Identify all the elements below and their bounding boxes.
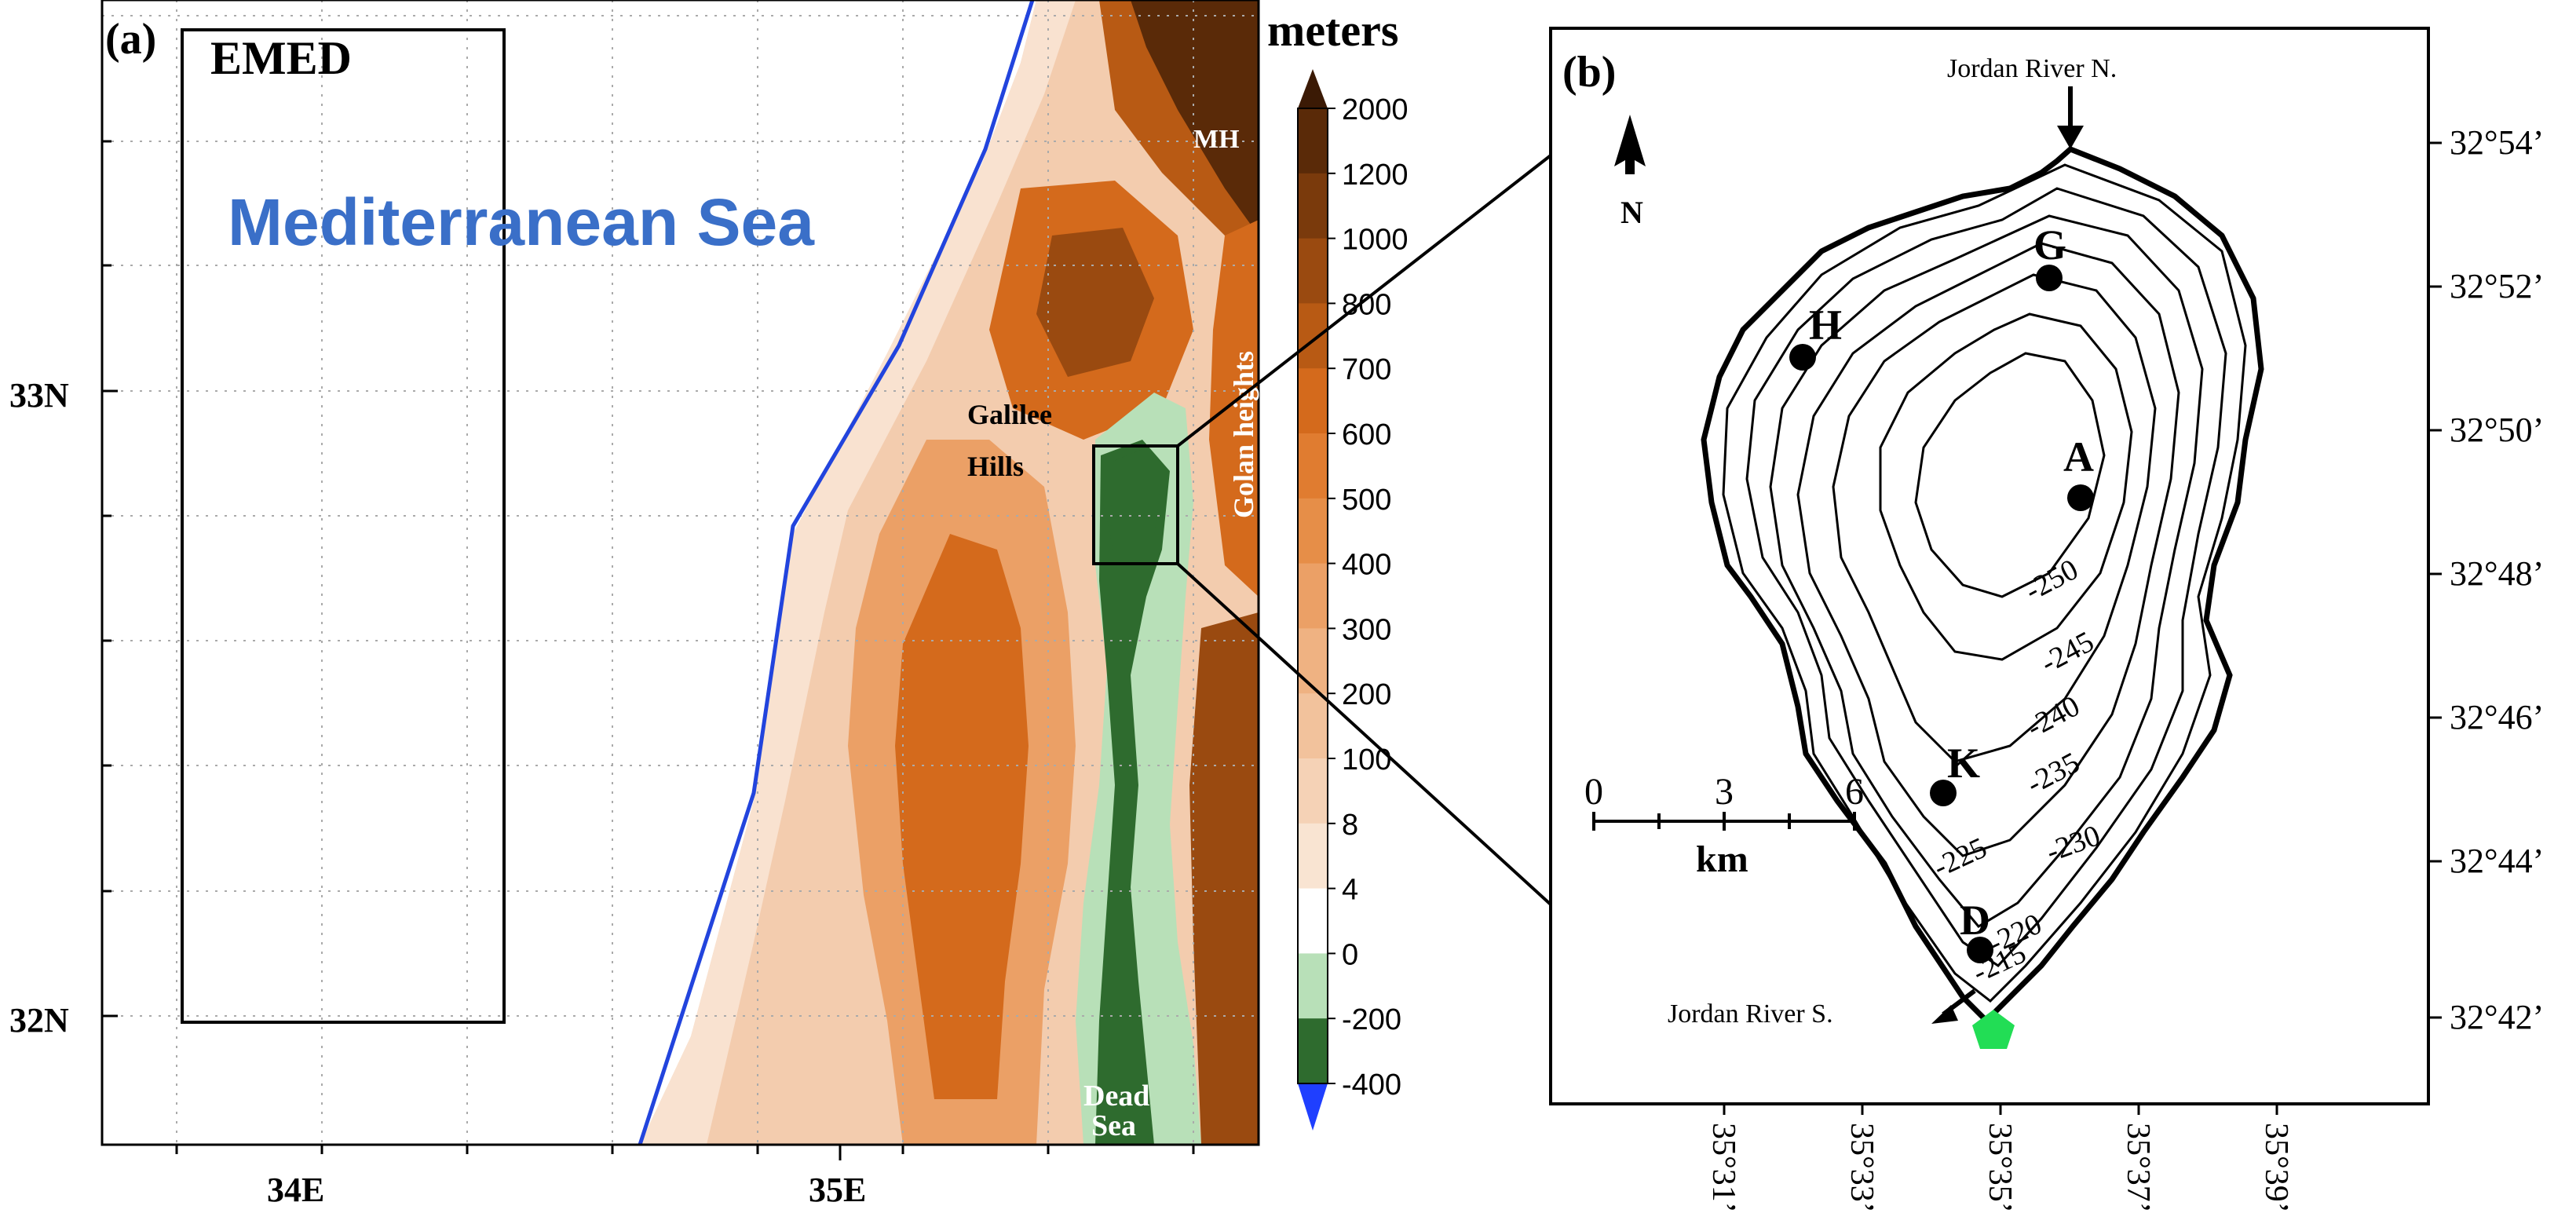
mh-label: MH [1193,125,1240,154]
colorbar-label: 8 [1342,809,1358,842]
station-k-label: K [1947,740,1980,787]
colorbar-label: -200 [1342,1003,1401,1036]
colorbar: meters 200012001000800700600500400300200… [1267,5,1409,1131]
lon-label-b-1: 35°33’ [1843,1123,1880,1213]
colorbar-label: 100 [1342,744,1391,776]
lat-label-b-5: 32°44’ [2450,842,2544,880]
colorbar-swatch [1298,174,1328,239]
lon-label-b-4: 35°39’ [2258,1123,2294,1213]
emed-domain-box [182,30,504,1022]
colorbar-over-triangle [1298,69,1328,108]
station-a-marker [2067,484,2094,511]
colorbar-swatch [1298,693,1328,758]
station-a-label: A [2063,433,2094,480]
colorbar-labels: 2000 1200 1000 800 700 600 500 400 300 200 100 8 4 0 -… [1328,93,1409,1102]
colorbar-label: 300 [1342,613,1391,646]
outflow-label: Jordan River S. [1668,999,1833,1029]
lon-label-34e: 34E [267,1171,324,1209]
lon-label-b-0: 35°31’ [1705,1123,1741,1213]
panel-a-map: (a) EMED Mediterranean Sea 33N 32N 34E 3… [9,0,1259,1209]
colorbar-swatch [1298,758,1328,824]
colorbar-swatches [1298,69,1328,1131]
inflow-label: Jordan River N. [1947,54,2117,83]
colorbar-swatch [1298,433,1328,499]
colorbar-label: 2000 [1342,93,1409,126]
lat-label-b-1: 32°52’ [2450,267,2544,305]
colorbar-swatch [1298,953,1328,1018]
lat-label-b-3: 32°48’ [2450,554,2544,593]
colorbar-swatch [1298,303,1328,368]
colorbar-label: 200 [1342,678,1391,711]
lon-label-35e: 35E [809,1171,866,1209]
lat-label-33n: 33N [9,376,69,415]
dead-sea-label-2: Sea [1091,1109,1136,1142]
dead-sea-label-1: Dead [1083,1080,1149,1113]
galilee-label-1: Galilee [967,399,1052,430]
colorbar-under-triangle [1298,1083,1328,1131]
eastern-highlands [1189,612,1259,1145]
colorbar-swatch [1298,628,1328,693]
colorbar-swatch [1298,368,1328,433]
panel-b-label: (b) [1562,48,1616,97]
lat-label-32n: 32N [9,1001,69,1039]
lat-label-b-6: 32°42’ [2450,998,2544,1036]
north-label: N [1621,195,1643,230]
colorbar-label: 1000 [1342,224,1409,257]
scale-tick-6: 6 [1845,771,1864,813]
panel-b-lat-ticks [2428,143,2442,1018]
mediterranean-sea-label: Mediterranean Sea [228,185,815,259]
colorbar-swatch [1298,499,1328,564]
lat-label-b-4: 32°46’ [2450,698,2544,736]
scale-tick-3: 3 [1715,771,1734,813]
panel-b-lon-ticks [1724,1104,2277,1115]
panel-b-map: N Jordan River N. Jordan River S. A G H … [1551,28,2544,1213]
colorbar-label: 500 [1342,484,1391,517]
scale-unit: km [1696,839,1748,880]
colorbar-swatch [1298,889,1328,954]
colorbar-label: 600 [1342,418,1391,451]
colorbar-label: 4 [1342,874,1358,907]
galilee-label-2: Hills [967,451,1024,482]
station-g-label: G [2033,221,2066,269]
station-g-marker [2036,265,2063,291]
colorbar-swatch [1298,108,1328,174]
colorbar-swatch [1298,1018,1328,1083]
lat-label-b-2: 32°50’ [2450,411,2544,449]
lon-label-b-2: 35°35’ [1982,1123,2018,1213]
emed-label: EMED [210,32,352,84]
colorbar-swatch [1298,239,1328,304]
colorbar-swatch [1298,824,1328,889]
golan-label: Golan heights [1228,351,1259,518]
colorbar-swatch [1298,564,1328,629]
colorbar-label: 1200 [1342,159,1409,192]
colorbar-label: 700 [1342,353,1391,386]
lat-label-b-0: 32°54’ [2450,123,2544,162]
panel-a-label: (a) [105,15,156,64]
lon-label-b-3: 35°37’ [2120,1123,2156,1213]
colorbar-title: meters [1267,5,1398,56]
colorbar-label: 0 [1342,938,1358,971]
colorbar-label: 400 [1342,549,1391,582]
colorbar-label: -400 [1342,1069,1401,1102]
colorbar-label: 800 [1342,288,1391,321]
station-h-label: H [1809,301,1842,349]
scale-tick-0: 0 [1584,771,1603,813]
